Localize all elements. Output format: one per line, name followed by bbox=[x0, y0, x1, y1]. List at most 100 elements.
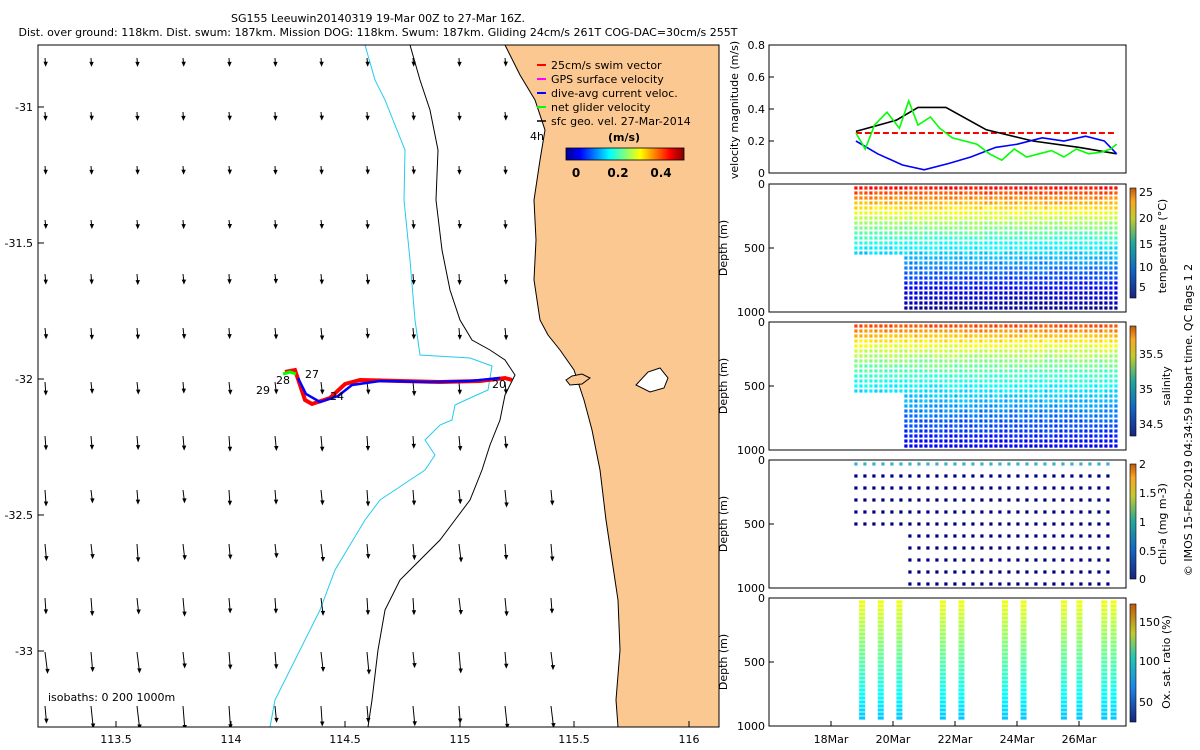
data-point bbox=[1004, 344, 1008, 348]
data-point bbox=[1114, 354, 1118, 358]
data-point bbox=[1049, 329, 1053, 333]
data-point bbox=[1034, 261, 1038, 265]
data-point bbox=[1104, 339, 1108, 343]
data-point bbox=[934, 324, 938, 328]
data-point bbox=[989, 369, 993, 373]
data-point bbox=[894, 236, 898, 240]
svg-text:116: 116 bbox=[679, 733, 700, 746]
data-point bbox=[935, 558, 939, 562]
velocity-arrow bbox=[319, 111, 325, 121]
data-point bbox=[1049, 206, 1053, 210]
data-point bbox=[1024, 291, 1028, 295]
data-point bbox=[1079, 231, 1083, 235]
data-point bbox=[939, 409, 943, 413]
data-point bbox=[1110, 680, 1117, 684]
data-point bbox=[984, 374, 988, 378]
data-point bbox=[874, 226, 878, 230]
data-point bbox=[989, 429, 993, 433]
data-point bbox=[1084, 394, 1088, 398]
data-point bbox=[949, 216, 953, 220]
data-point bbox=[859, 616, 866, 620]
data-point bbox=[1110, 648, 1117, 652]
data-point bbox=[889, 384, 893, 388]
velocity-arrow bbox=[458, 489, 463, 505]
data-point bbox=[919, 419, 923, 423]
data-point bbox=[1074, 409, 1078, 413]
data-point bbox=[964, 276, 968, 280]
data-point bbox=[974, 439, 978, 443]
data-point bbox=[904, 276, 908, 280]
data-point bbox=[944, 206, 948, 210]
data-point bbox=[909, 306, 913, 310]
svg-text:Depth (m): Depth (m) bbox=[717, 496, 730, 552]
data-point bbox=[854, 379, 858, 383]
data-point bbox=[1009, 329, 1013, 333]
data-point bbox=[1069, 281, 1073, 285]
svg-text:5: 5 bbox=[1139, 281, 1146, 294]
data-point bbox=[964, 409, 968, 413]
data-point bbox=[1049, 281, 1053, 285]
data-point bbox=[1089, 434, 1093, 438]
data-point bbox=[1094, 231, 1098, 235]
data-point bbox=[884, 354, 888, 358]
data-point bbox=[1064, 246, 1068, 250]
data-point bbox=[964, 211, 968, 215]
data-point bbox=[1074, 246, 1078, 250]
data-point bbox=[919, 369, 923, 373]
data-point bbox=[1001, 600, 1008, 604]
data-point bbox=[994, 301, 998, 305]
data-point bbox=[1029, 369, 1033, 373]
velocity-arrow bbox=[182, 543, 187, 561]
data-point bbox=[1089, 296, 1093, 300]
data-point bbox=[1024, 339, 1028, 343]
data-point bbox=[939, 349, 943, 353]
data-point bbox=[889, 206, 893, 210]
data-point bbox=[904, 394, 908, 398]
data-point bbox=[1049, 334, 1053, 338]
data-point bbox=[1001, 664, 1008, 668]
data-point bbox=[994, 231, 998, 235]
data-point bbox=[1064, 424, 1068, 428]
data-point bbox=[935, 582, 939, 586]
data-point bbox=[934, 329, 938, 333]
data-point bbox=[1054, 364, 1058, 368]
velocity-arrow bbox=[227, 273, 232, 285]
data-point bbox=[1114, 379, 1118, 383]
data-point bbox=[939, 444, 943, 448]
data-point bbox=[1004, 281, 1008, 285]
data-point bbox=[980, 582, 984, 586]
data-point bbox=[1074, 354, 1078, 358]
data-point bbox=[1059, 281, 1063, 285]
data-point bbox=[1060, 664, 1067, 668]
data-point bbox=[1084, 354, 1088, 358]
data-point bbox=[919, 231, 923, 235]
data-point bbox=[989, 344, 993, 348]
data-point bbox=[959, 349, 963, 353]
data-point bbox=[934, 354, 938, 358]
data-point bbox=[1089, 186, 1093, 190]
data-point bbox=[1059, 339, 1063, 343]
data-point bbox=[1059, 404, 1063, 408]
data-point bbox=[1110, 700, 1117, 704]
data-point bbox=[944, 409, 948, 413]
svg-text:114: 114 bbox=[221, 733, 242, 746]
data-point bbox=[1054, 241, 1058, 245]
data-point bbox=[949, 384, 953, 388]
data-point bbox=[939, 424, 943, 428]
data-point bbox=[1097, 510, 1101, 514]
data-point bbox=[1109, 296, 1113, 300]
data-point bbox=[1084, 359, 1088, 363]
data-point bbox=[919, 236, 923, 240]
data-point bbox=[1014, 404, 1018, 408]
data-point bbox=[971, 570, 975, 574]
data-point bbox=[1054, 429, 1058, 433]
velocity-arrow bbox=[412, 543, 417, 561]
velocity-arrow bbox=[412, 705, 417, 727]
data-point bbox=[969, 231, 973, 235]
data-point bbox=[929, 266, 933, 270]
data-point bbox=[1099, 296, 1103, 300]
data-point bbox=[1114, 256, 1118, 260]
data-point bbox=[864, 236, 868, 240]
data-point bbox=[1034, 582, 1038, 586]
data-point bbox=[1029, 354, 1033, 358]
